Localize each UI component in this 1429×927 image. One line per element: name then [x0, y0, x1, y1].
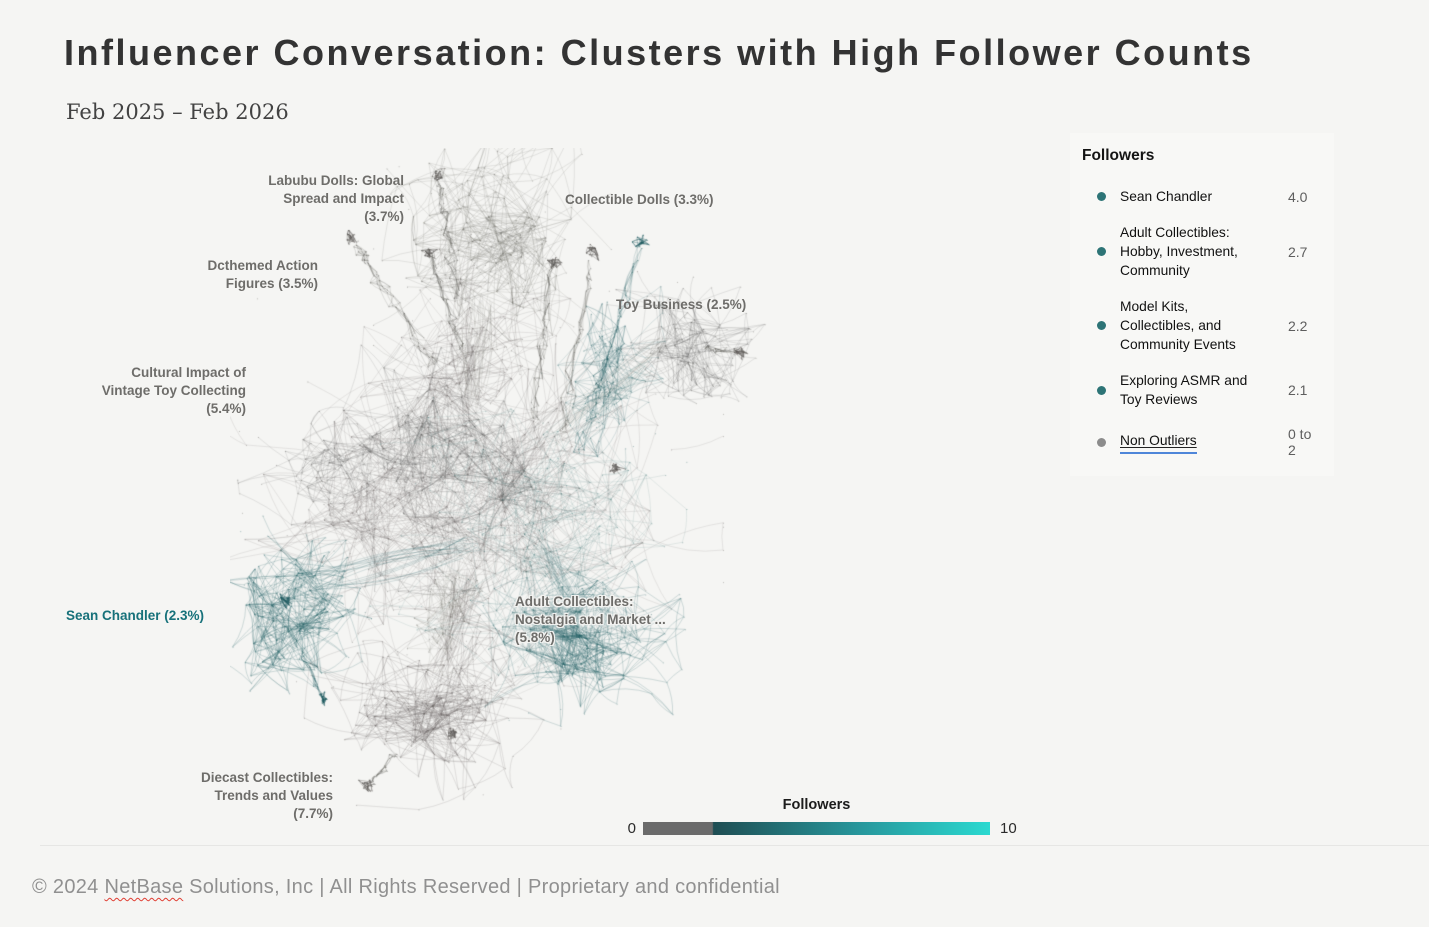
colorbar-max-label: 10 — [1000, 820, 1017, 837]
page-footer: © 2024 NetBase Solutions, Inc | All Righ… — [32, 876, 780, 899]
legend-item-exploring-asmr[interactable]: Exploring ASMR and Toy Reviews 2.1 — [1082, 371, 1322, 409]
followers-colorbar — [643, 822, 990, 835]
legend-dot-icon — [1096, 321, 1106, 330]
legend-item-label: Adult Collectibles: Hobby, Investment, C… — [1120, 225, 1238, 278]
legend-dot-icon — [1096, 437, 1106, 447]
footer-rights: Solutions, Inc | All Rights Reserved | P… — [183, 876, 780, 898]
page-title: Influencer Conversation: Clusters with H… — [64, 32, 1254, 73]
colorbar-title: Followers — [782, 797, 851, 813]
legend-item-value: 4.0 — [1288, 188, 1308, 205]
legend-dot-icon — [1096, 385, 1106, 395]
footer-copyright: © 2024 — [32, 876, 105, 898]
legend-item-value: 0 to 2 — [1288, 426, 1312, 458]
date-range: Feb 2025 – Feb 2026 — [66, 100, 289, 124]
colorbar-min-label: 0 — [627, 820, 636, 837]
legend-item-label: Exploring ASMR and Toy Reviews — [1120, 373, 1248, 407]
legend-item-adult-collectibles[interactable]: Adult Collectibles: Hobby, Investment, C… — [1082, 223, 1322, 280]
legend-item-sean-chandler[interactable]: Sean Chandler 4.0 — [1082, 187, 1322, 206]
legend-item-label: Model Kits, Collectibles, and Community … — [1120, 299, 1236, 352]
legend-title: Followers — [1082, 147, 1155, 164]
legend-item-value: 2.7 — [1288, 243, 1308, 260]
legend-dot-icon — [1096, 247, 1106, 256]
cluster-label-diecast-collectibles[interactable]: Diecast Collectibles: Trends and Values … — [200, 770, 333, 821]
cluster-label-sean-chandler[interactable]: Sean Chandler (2.3%) — [66, 608, 205, 623]
cluster-label-adult-collectibles[interactable]: Adult Collectibles: Nostalgia and Market… — [515, 594, 666, 645]
footer-divider — [40, 845, 1429, 846]
non-outliers-link[interactable]: Non Outliers — [1120, 431, 1197, 454]
legend-item-label: Sean Chandler — [1120, 189, 1213, 204]
cluster-label-labubu-dolls[interactable]: Labubu Dolls: Global Spread and Impact (… — [268, 173, 404, 224]
legend-item-model-kits[interactable]: Model Kits, Collectibles, and Community … — [1082, 297, 1322, 354]
network-graph-canvas[interactable] — [230, 148, 775, 816]
cluster-label-toy-business[interactable]: Toy Business (2.5%) — [616, 297, 747, 312]
footer-brand: NetBase — [104, 876, 184, 898]
cluster-label-dcthemed-action-figures[interactable]: Dcthemed Action Figures (3.5%) — [207, 258, 318, 291]
cluster-label-collectible-dolls[interactable]: Collectible Dolls (3.3%) — [565, 192, 714, 207]
legend-item-value: 2.2 — [1288, 317, 1308, 334]
cluster-label-cultural-impact[interactable]: Cultural Impact of Vintage Toy Collectin… — [101, 365, 246, 416]
legend-dot-icon — [1096, 192, 1106, 201]
followers-legend: Followers Sean Chandler 4.0 Adult Collec… — [1070, 133, 1334, 476]
legend-item-non-outliers[interactable]: Non Outliers 0 to 2 — [1082, 426, 1322, 458]
legend-item-value: 2.1 — [1288, 382, 1308, 398]
